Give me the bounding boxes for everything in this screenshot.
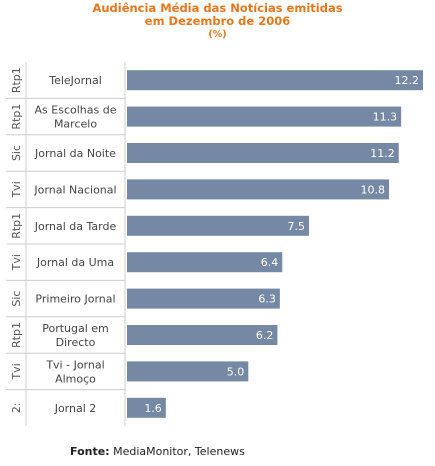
program-label: Primeiro Jornal [35, 293, 115, 306]
bar [127, 397, 166, 418]
program-label: As Escolhas de [35, 104, 117, 117]
bar [127, 361, 249, 382]
data-label: 11.3 [373, 111, 398, 124]
program-label: Jornal 2 [54, 402, 97, 415]
chart-title-line1: Audiência Média das Notícias emitidas [92, 1, 343, 15]
program-label: Marcelo [54, 118, 97, 131]
channel-label: Sic [10, 291, 23, 307]
program-label: Portugal em [42, 322, 109, 335]
source-note: Fonte: MediaMonitor, Telenews [70, 445, 245, 458]
program-label: TeleJornal [48, 74, 102, 87]
channel-label: Tvi [10, 363, 23, 380]
data-label: 5.0 [227, 365, 245, 378]
program-label: Directo [56, 336, 96, 349]
data-label: 6.2 [256, 329, 274, 342]
channel-label: Rtp1 [10, 67, 23, 93]
bar [127, 179, 390, 200]
channel-label: Rtp1 [10, 322, 23, 348]
data-label: 10.8 [361, 183, 386, 196]
program-label: Jornal da Tarde [34, 220, 117, 233]
chart-title-line2: em Dezembro de 2006 [144, 14, 291, 28]
source-label: Fonte: [70, 445, 110, 458]
channel-label: Tvi [10, 181, 23, 198]
bar [127, 215, 309, 236]
data-label: 6.4 [261, 256, 279, 269]
data-label: 12.2 [395, 74, 420, 87]
channel-label: 2: [10, 402, 23, 413]
program-label: Jornal da Noite [34, 147, 116, 160]
data-label: 11.2 [370, 147, 395, 160]
program-label: Jornal Nacional [33, 183, 116, 196]
channel-label: Rtp1 [10, 104, 23, 130]
bar-chart: Rtp1 TeleJornal 12.2 Rtp1 As Escolhas deMarc… [6, 62, 423, 426]
bar [127, 70, 423, 91]
bar [127, 288, 280, 309]
data-label: 6.3 [258, 293, 276, 306]
bar [127, 325, 278, 345]
program-label: Almoço [55, 372, 96, 385]
chart-unit: (%) [208, 29, 227, 40]
bar [127, 252, 283, 273]
channel-label: Sic [10, 145, 23, 161]
bar [127, 143, 399, 163]
channel-label: Tvi [10, 254, 23, 271]
bar [127, 106, 402, 127]
data-label: 1.6 [144, 402, 162, 415]
source-text: MediaMonitor, Telenews [113, 445, 245, 458]
data-label: 7.5 [287, 220, 305, 233]
program-label: Jornal da Uma [36, 256, 114, 269]
program-label: Tvi - Jornal [45, 358, 104, 371]
channel-label: Rtp1 [10, 213, 23, 239]
